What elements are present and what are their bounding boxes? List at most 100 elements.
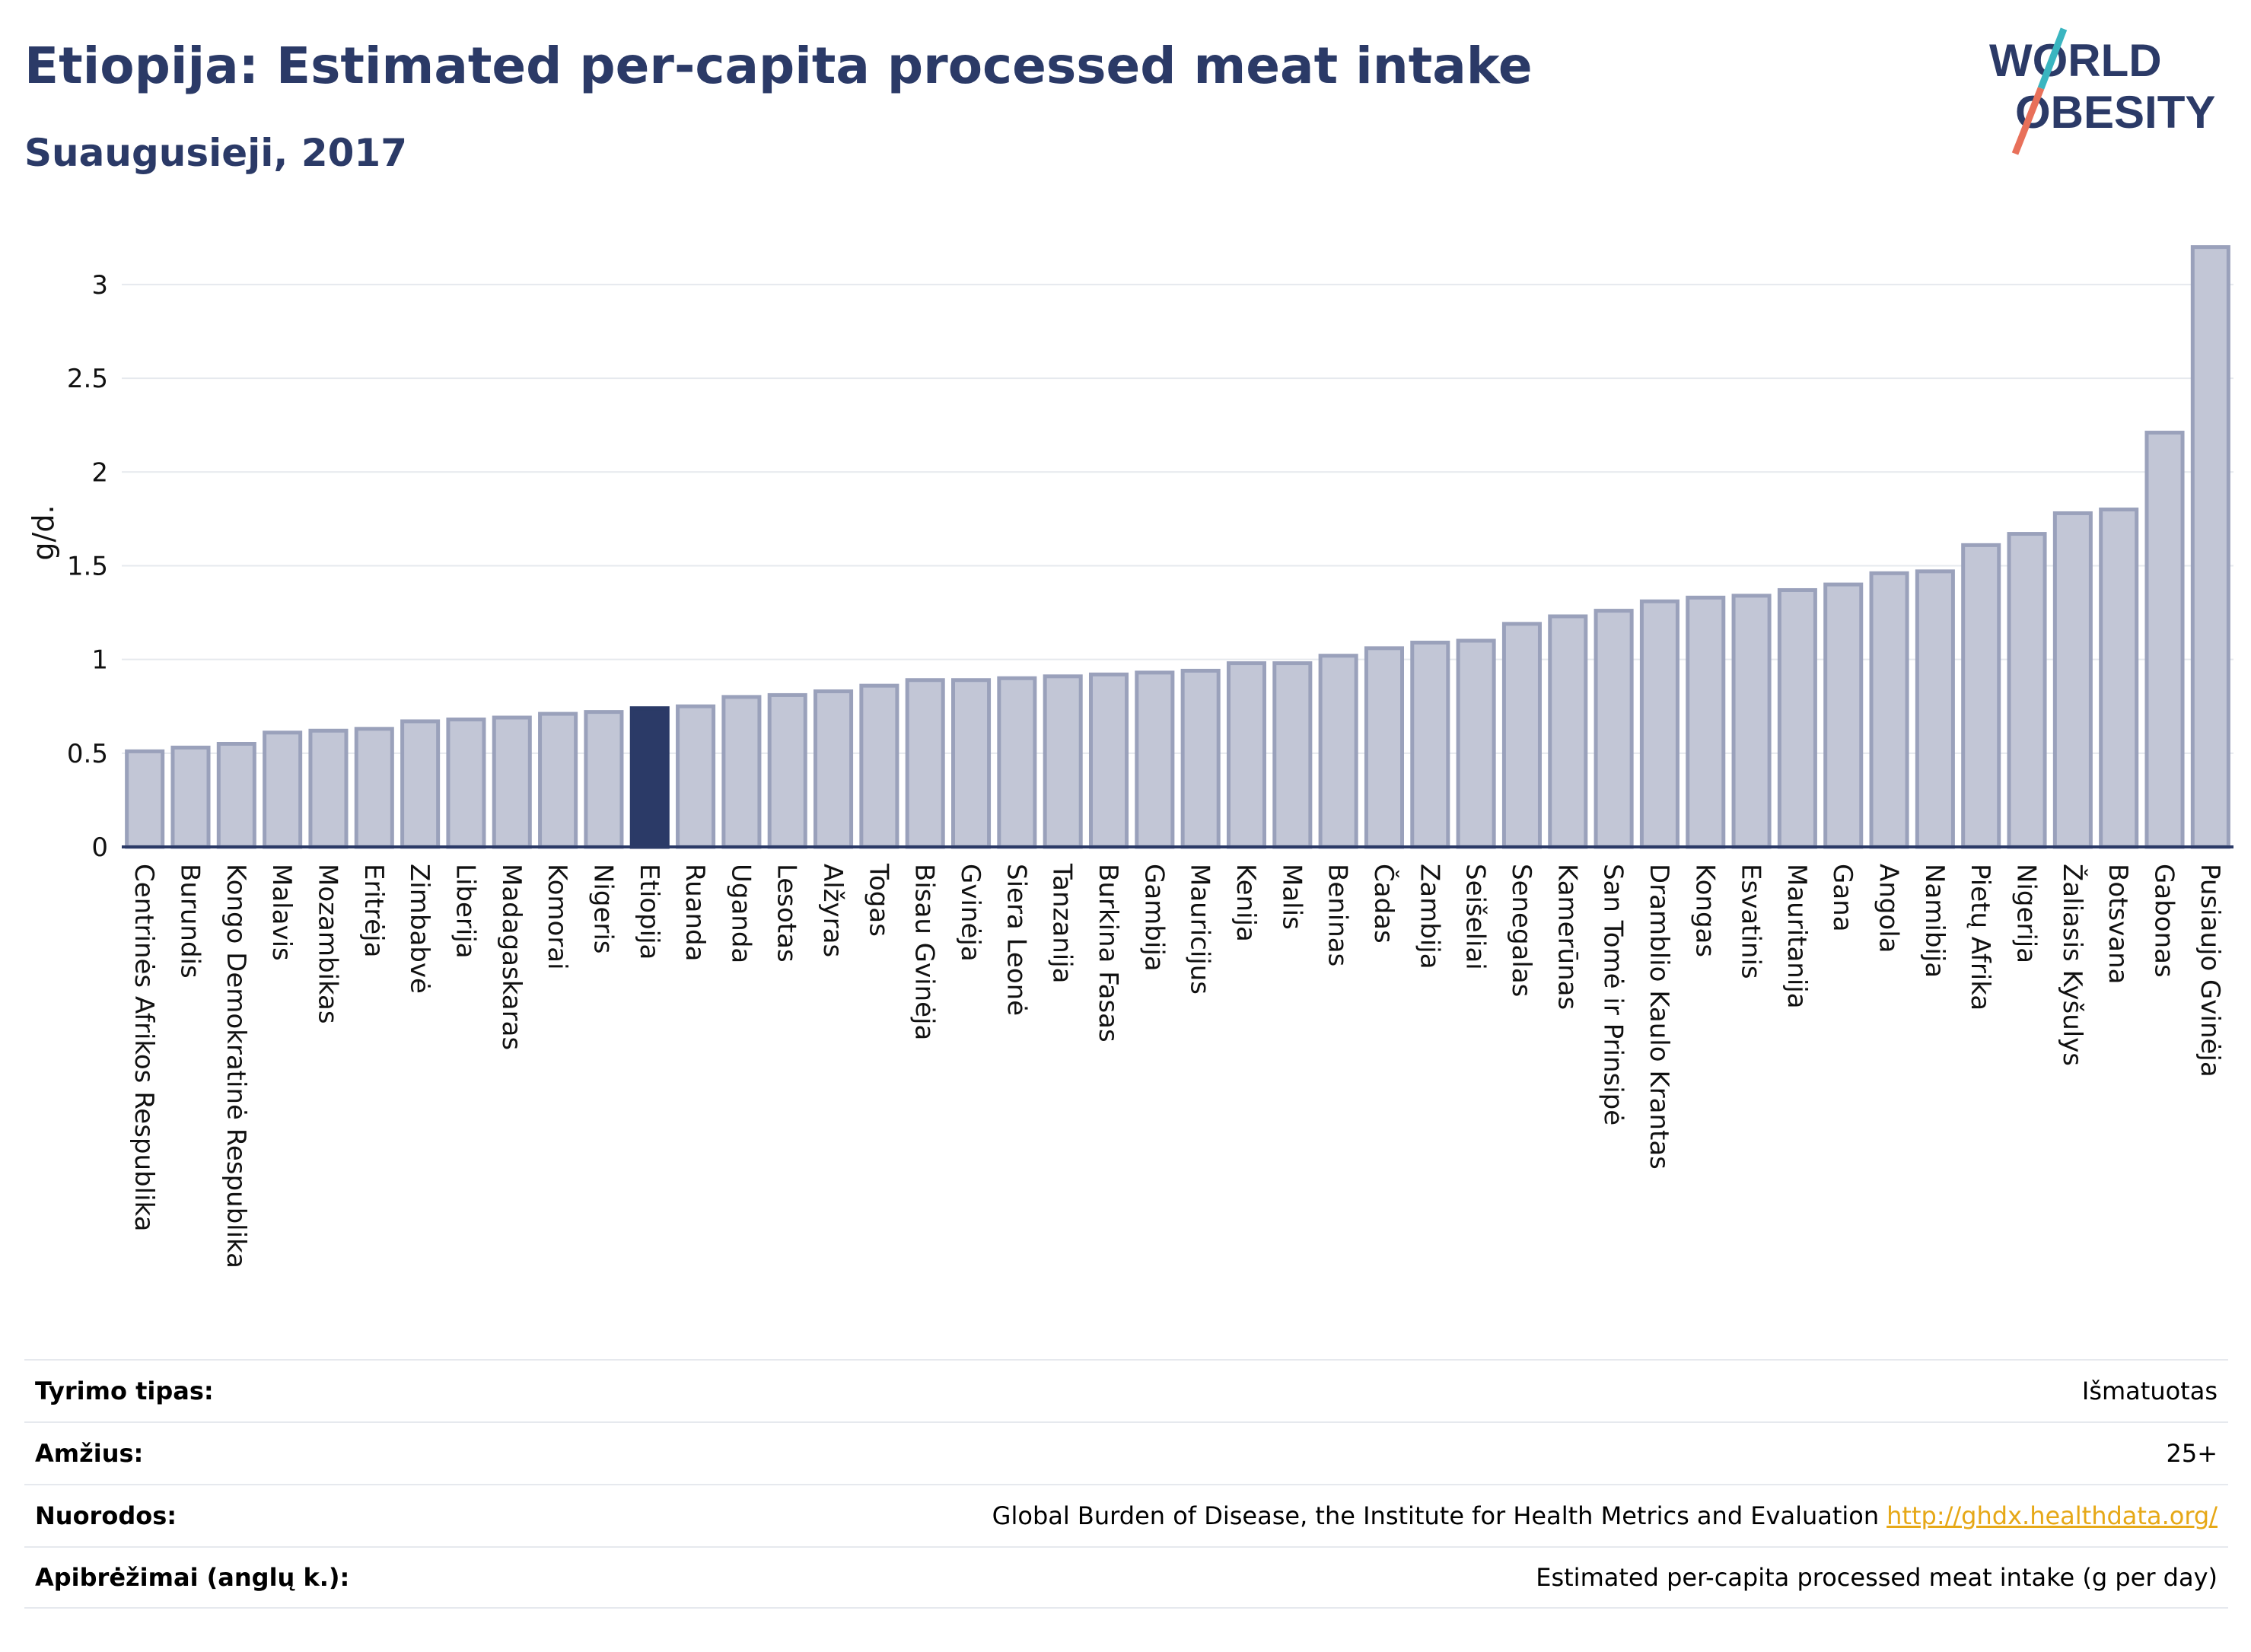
x-tick-label: Madagaskaras <box>496 864 527 1050</box>
info-value: Global Burden of Disease, the Institute … <box>992 1501 1880 1530</box>
bar <box>2099 508 2139 849</box>
bar <box>951 678 992 849</box>
y-axis-title: g/d. <box>27 505 60 560</box>
bar <box>538 711 578 849</box>
bar <box>2007 532 2047 849</box>
y-tick-label: 0.5 <box>67 739 108 769</box>
bar <box>492 715 532 849</box>
x-tick-label: Namibija <box>1919 864 1950 978</box>
info-key: Nuorodos: <box>35 1501 177 1530</box>
x-tick-label: Botsvana <box>2103 864 2133 985</box>
x-tick-label: Burundis <box>174 864 205 979</box>
bar <box>767 692 807 849</box>
x-tick-label: Gana <box>1827 864 1858 932</box>
x-tick-label: Kongo Demokratinė Respublika <box>221 864 251 1268</box>
info-row-definitions: Apibrėžimai (anglų k.): Estimated per-ca… <box>24 1546 2228 1609</box>
bar <box>1364 646 1404 849</box>
info-row-references: Nuorodos: Global Burden of Disease, the … <box>24 1484 2228 1546</box>
bar-highlighted <box>629 706 670 849</box>
x-tick-label: Zambija <box>1414 864 1444 969</box>
logo-slash-top <box>2037 27 2068 90</box>
x-tick-label: Zimbabvė <box>404 864 435 994</box>
y-tick-label: 2.5 <box>67 364 108 394</box>
bar <box>1135 670 1175 849</box>
logo-slash-bottom <box>2011 87 2045 155</box>
info-key: Apibrėžimai (anglų k.): <box>35 1563 350 1592</box>
bar <box>1180 668 1221 849</box>
x-tick-label: Kamerūnas <box>1552 864 1582 1010</box>
info-row-age: Amžius: 25+ <box>24 1421 2228 1484</box>
x-tick-label: Uganda <box>725 864 756 963</box>
bar <box>676 704 716 849</box>
x-tick-label: Nigeris <box>587 864 618 954</box>
x-tick-label: Ruanda <box>680 864 710 961</box>
bar <box>997 676 1037 849</box>
logo-line2: OBESITY <box>2015 87 2215 138</box>
x-tick-label: Gambija <box>1138 864 1169 972</box>
bar <box>1961 543 2001 849</box>
page-title: Etiopija: Estimated per-capita processed… <box>24 37 1533 95</box>
info-row-study-type: Tyrimo tipas: Išmatuotas <box>24 1359 2228 1421</box>
bar <box>859 683 899 849</box>
bar <box>1915 569 1955 849</box>
x-tick-label: Togas <box>863 863 893 937</box>
bar-chart: 0 0.5 1 1.5 2 2.5 3 Centrinės Afrikos Respublik… <box>27 245 2233 1268</box>
x-tick-label: Angola <box>1874 864 1904 953</box>
x-tick-label: Eritrėja <box>358 864 389 957</box>
info-value: Išmatuotas <box>2081 1377 2218 1405</box>
x-tick-label: Tanzanija <box>1047 863 1078 983</box>
y-tick-label: 1.5 <box>67 551 108 581</box>
info-value: Estimated per-capita processed meat inta… <box>1536 1563 2218 1592</box>
bar <box>1869 571 1909 849</box>
x-tick-label: Mozambikas <box>312 864 342 1024</box>
info-key: Tyrimo tipas: <box>35 1377 214 1405</box>
x-tick-label: Žaliasis Kyšulys <box>2057 864 2088 1066</box>
y-tick-label: 0 <box>91 832 108 863</box>
bar-layer <box>125 245 2230 849</box>
bar <box>1410 640 1450 849</box>
x-tick-label: Kenija <box>1231 864 1261 942</box>
bar <box>1548 614 1588 849</box>
bar <box>1226 661 1267 849</box>
x-tick-label: Pusiaujo Gvinėja <box>2195 864 2225 1077</box>
bar <box>1272 661 1313 849</box>
x-tick-label: Etiopija <box>634 864 664 960</box>
x-tick-label: Beninas <box>1323 864 1353 966</box>
x-tick-label: Čadas <box>1368 864 1399 944</box>
bar <box>1823 582 1864 849</box>
logo-line1: WORLD <box>1989 35 2162 86</box>
info-table: Tyrimo tipas: Išmatuotas Amžius: 25+ Nuo… <box>24 1359 2228 1609</box>
y-tick-label: 3 <box>91 270 108 301</box>
bar <box>2144 431 2185 849</box>
bar <box>2190 245 2230 849</box>
reference-link[interactable]: http://ghdx.healthdata.org/ <box>1886 1501 2218 1530</box>
page-subtitle: Suaugusieji, 2017 <box>24 131 407 175</box>
x-tick-label: Alžyras <box>817 864 848 957</box>
y-tick-label: 2 <box>91 457 108 488</box>
bar <box>1501 622 1542 849</box>
x-tick-label: Seišeliai <box>1460 864 1491 970</box>
info-key: Amžius: <box>35 1439 144 1468</box>
bar <box>1456 638 1496 849</box>
x-tick-label: Liberija <box>450 864 480 959</box>
x-tick-label: Kongas <box>1689 864 1720 957</box>
bar <box>446 717 486 849</box>
bar <box>584 710 624 849</box>
bar <box>308 728 349 849</box>
bar <box>1777 587 1817 849</box>
x-tick-label: Gabonas <box>2149 864 2179 978</box>
bar <box>905 678 945 849</box>
x-tick-label: Siera Leonė <box>1001 864 1031 1016</box>
x-tick-label: Lesotas <box>772 864 802 963</box>
x-tick-label: Nigerija <box>2011 864 2042 963</box>
y-tick-label: 1 <box>91 645 108 676</box>
x-tick-label: Bisau Gvinėja <box>909 864 940 1040</box>
bar <box>1686 595 1726 849</box>
x-tick-label: Malis <box>1276 864 1307 930</box>
info-value: 25+ <box>2166 1439 2218 1468</box>
x-tick-label: Gvinėja <box>955 864 985 962</box>
bar <box>813 689 854 849</box>
bar <box>354 727 394 849</box>
bar <box>1318 654 1358 849</box>
bar <box>400 719 441 849</box>
